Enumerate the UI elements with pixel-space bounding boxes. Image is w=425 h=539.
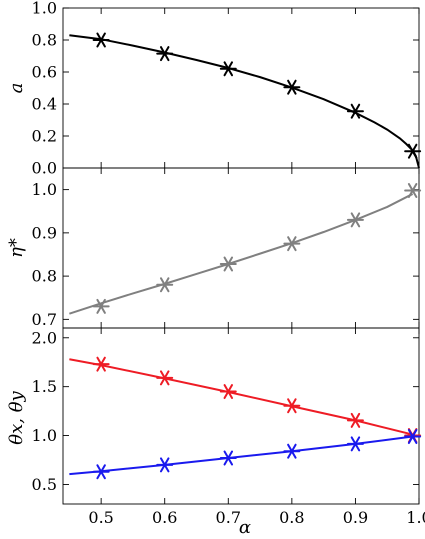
ytick-label-0-0: 0.0 [32,159,57,178]
ytick-label-0-1: 0.2 [32,127,57,146]
ytick-label-0-4: 0.8 [32,31,57,50]
ytick-label-1-2: 0.9 [32,223,57,242]
ylabel-eta: η* [6,238,27,258]
marker-2-1-0 [92,464,110,480]
ytick-label-0-5: 1.0 [32,0,57,18]
curve-2-1 [69,435,413,476]
xtick-label-4: 0.9 [343,508,368,527]
marker-0-0-1 [156,46,174,62]
ytick-label-0-3: 0.6 [32,63,57,82]
panel-frame-eta [62,167,420,329]
marker-2-0-0 [92,356,110,372]
ylabel-theta: θx, θy [6,390,27,444]
ytick-label-2-1: 1.0 [32,426,57,445]
curve-1-0 [69,193,414,315]
xlabel-alpha: α [239,517,251,538]
marker-2-1-4 [346,436,364,452]
marker-1-0-5 [404,182,422,198]
ytick-label-1-0: 0.7 [32,310,57,329]
panel-frame-a [62,7,420,169]
ytick-label-1-3: 1.0 [32,180,57,199]
marker-2-0-3 [283,398,301,414]
marker-2-0-1 [156,370,174,386]
xtick-label-5: 1.0 [406,508,425,527]
marker-2-1-2 [219,450,237,466]
panel-frame-theta [62,327,420,505]
ytick-label-2-3: 2.0 [32,328,57,347]
marker-1-0-4 [346,212,364,228]
curve-0-0 [69,34,420,169]
marker-0-0-0 [92,32,110,48]
curve-2-0 [69,358,413,436]
marker-0-0-5 [404,143,422,159]
marker-0-0-2 [219,61,237,77]
marker-2-1-3 [283,443,301,459]
marker-1-0-1 [156,277,174,293]
ytick-label-2-2: 1.5 [32,377,57,396]
xtick-label-2: 0.7 [216,508,241,527]
chart-marks: 0.0 0.2 0.4 0.6 0.8 1.0 0.7 0.8 0.9 1.0 0.5 1.0 1.5 2… [32,0,425,527]
xtick-label-1: 0.6 [152,508,177,527]
ylabel-a: a [6,83,27,94]
marker-1-0-3 [283,236,301,252]
ytick-label-1-1: 0.8 [32,267,57,286]
xtick-label-0: 0.5 [88,508,113,527]
marker-0-0-3 [283,79,301,95]
marker-2-0-2 [219,384,237,400]
marker-1-0-2 [219,256,237,272]
ytick-label-0-2: 0.4 [32,95,57,114]
marker-1-0-0 [92,298,110,314]
marker-2-1-1 [156,457,174,473]
marker-0-0-4 [346,103,364,119]
ytick-label-2-0: 0.5 [32,475,57,494]
xtick-label-3: 0.8 [279,508,304,527]
marker-2-1-5 [404,429,422,445]
marker-2-0-4 [346,412,364,428]
